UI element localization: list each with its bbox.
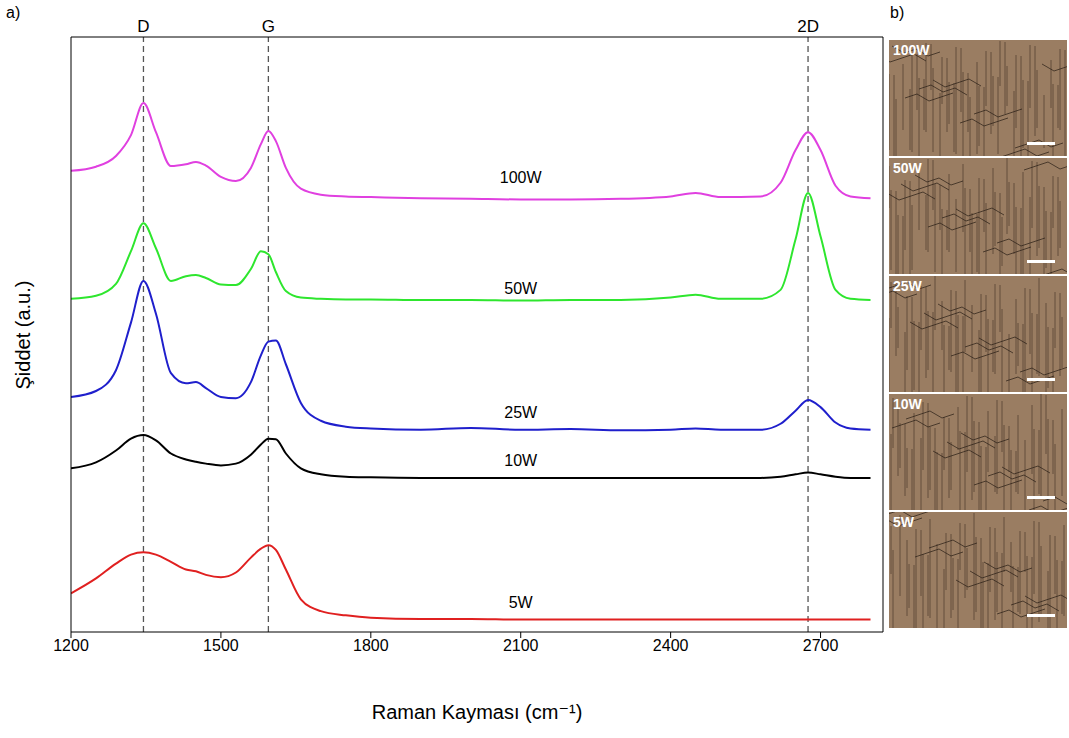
html-text:100W: 100W	[893, 42, 930, 58]
svg-text:2400: 2400	[653, 637, 689, 654]
svg-text:25W: 25W	[504, 404, 538, 421]
html-text:b): b)	[890, 4, 905, 21]
svg-text:2700: 2700	[803, 637, 839, 654]
html-text:Raman Kayması (cm⁻¹): Raman Kayması (cm⁻¹)	[371, 701, 583, 723]
svg-text:50W: 50W	[504, 280, 538, 297]
svg-text:G: G	[262, 17, 275, 36]
html-text:Şiddet (a.u.): Şiddet (a.u.)	[12, 280, 34, 389]
html-text:50W: 50W	[893, 160, 922, 176]
svg-text:D: D	[137, 17, 149, 36]
html-text:10W: 10W	[893, 396, 922, 412]
html-text:5W: 5W	[893, 514, 914, 530]
svg-text:5W: 5W	[509, 594, 534, 611]
html-text:25W: 25W	[893, 278, 922, 294]
svg-text:10W: 10W	[504, 452, 538, 469]
html-text:a): a)	[6, 4, 21, 21]
svg-text:1200: 1200	[53, 637, 89, 654]
svg-text:2100: 2100	[503, 637, 539, 654]
svg-text:100W: 100W	[500, 169, 543, 186]
svg-text:1500: 1500	[203, 637, 239, 654]
svg-text:2D: 2D	[797, 17, 819, 36]
svg-text:1800: 1800	[353, 637, 389, 654]
